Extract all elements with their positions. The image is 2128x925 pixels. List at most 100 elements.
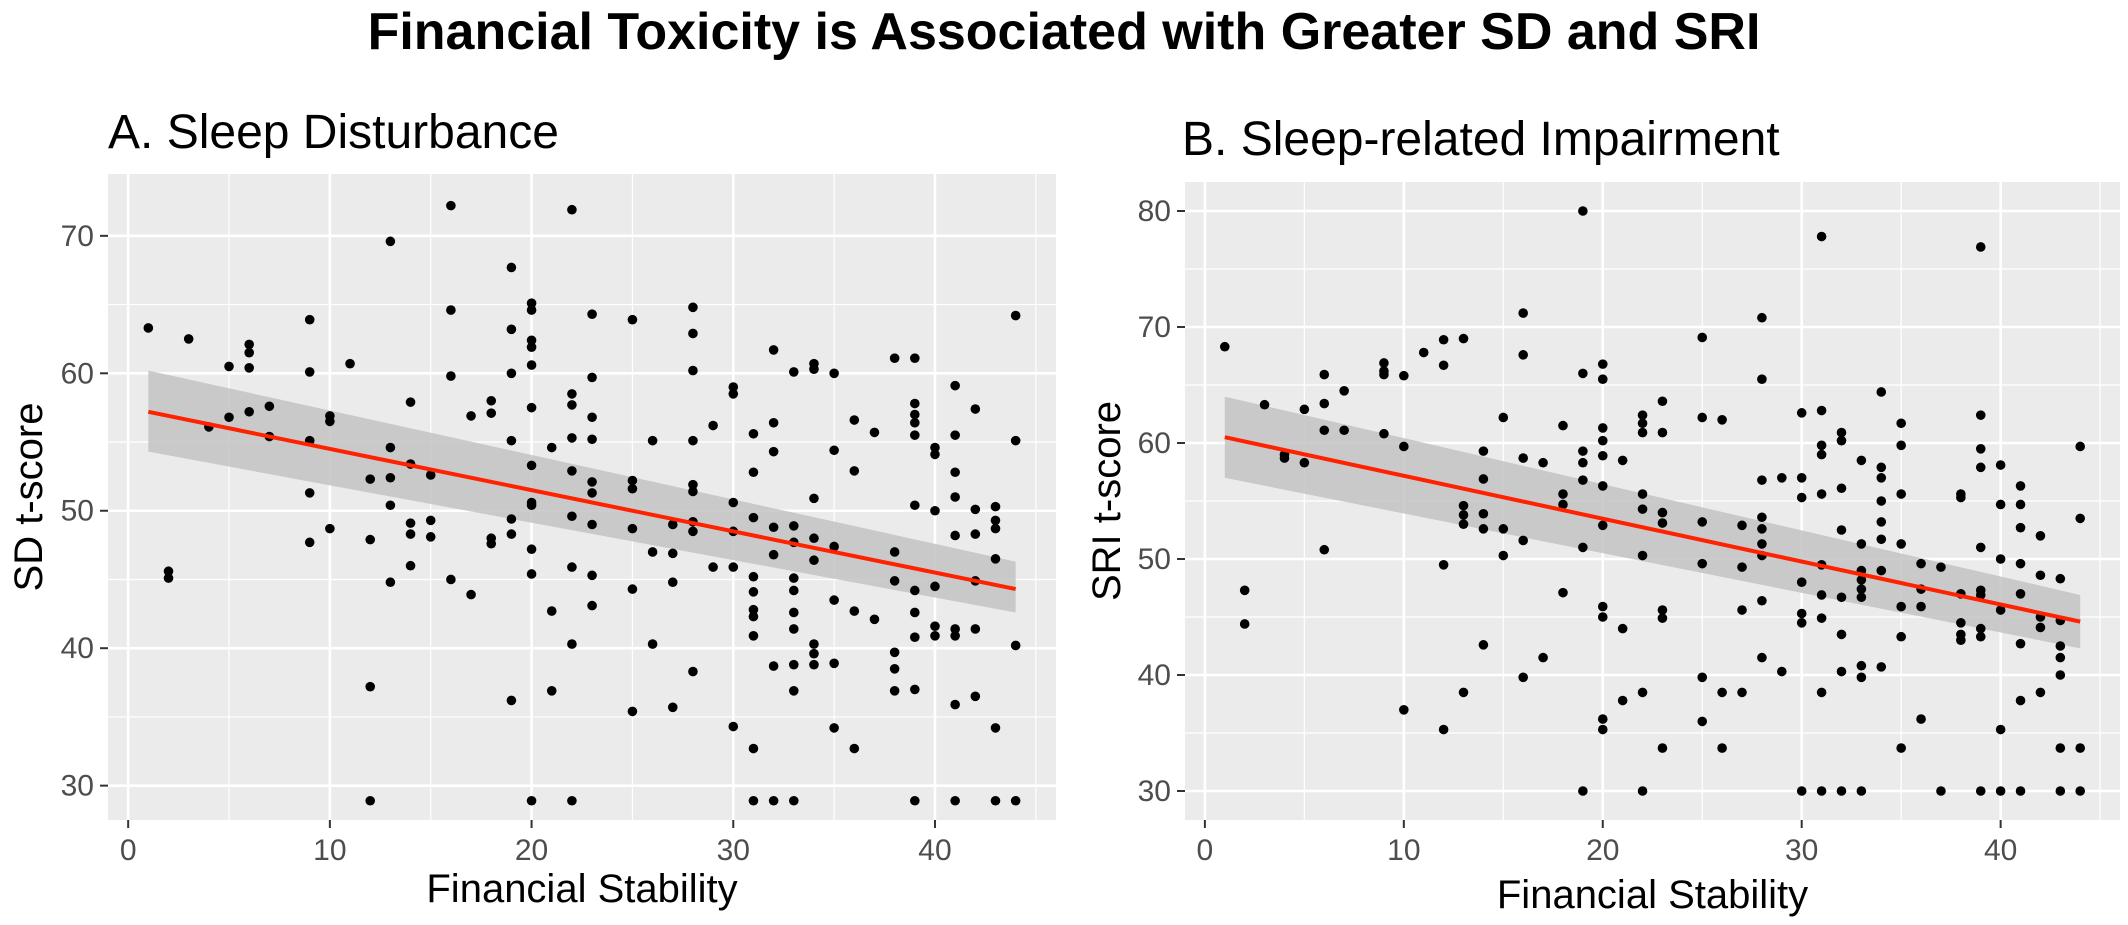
chart-b-point (1597, 435, 1608, 446)
chart-b-point (1339, 425, 1349, 436)
chart-b-point (1975, 462, 1986, 473)
chart-a-point (587, 412, 597, 423)
chart-a-point (587, 309, 597, 319)
chart-b-point (1975, 631, 1986, 642)
chart-b-point (1597, 359, 1608, 369)
chart-b-point (1796, 577, 1807, 587)
chart-b-point (1836, 786, 1847, 796)
chart-a-point (768, 661, 779, 671)
chart-a-point (526, 342, 537, 352)
chart-a-point (950, 624, 960, 634)
chart-a-point (970, 624, 981, 634)
chart-b-point (1637, 489, 1648, 499)
chart-a-point (950, 492, 960, 502)
chart-a-point (930, 505, 940, 516)
chart-a-point (325, 416, 335, 427)
chart-b-point (1478, 640, 1489, 650)
chart-b-point (1657, 743, 1668, 753)
chart-b-y-tick-label: 50 (1138, 543, 1171, 576)
chart-b-point (1637, 786, 1648, 796)
chart-b-point (2035, 570, 2046, 581)
chart-b-point (2015, 589, 2026, 599)
chart-b-point (1995, 724, 2006, 735)
chart-b-point (1637, 410, 1648, 420)
chart-a-point (647, 639, 658, 649)
chart-b-point (2055, 573, 2066, 584)
chart-b-point (1657, 507, 1668, 518)
chart-b-title: B. Sleep-related Impairment (1182, 113, 1780, 166)
chart-a-point (506, 514, 517, 524)
chart-b-point (1697, 412, 1708, 423)
chart-a-point (627, 314, 638, 325)
chart-b-point (1518, 308, 1528, 318)
chart-a-point (385, 472, 396, 483)
chart-b-point (1498, 524, 1509, 534)
chart-a-point (748, 795, 759, 806)
chart-a-point (264, 401, 275, 412)
chart-a-point (567, 466, 577, 476)
chart-b-point (1896, 539, 1906, 549)
chart-b-point (1438, 360, 1449, 371)
chart-b-point (1896, 743, 1906, 753)
chart-b-point (2015, 786, 2026, 796)
chart-a-point (910, 795, 920, 806)
chart-b-point (1299, 404, 1310, 415)
chart-b-point (1757, 524, 1767, 534)
chart-a: 0 10 20 30 40 30 40 50 60 70 A. Sleep Disturbance F… (7, 106, 1056, 911)
chart-b-point (1717, 687, 1727, 698)
chart-b-point (1876, 387, 1887, 397)
chart-b-point (1757, 374, 1767, 385)
chart-a-point (546, 606, 557, 616)
chart-a-point (809, 364, 819, 374)
chart-a-point (950, 380, 960, 391)
chart-b-point (1737, 687, 1747, 698)
chart-a-point (466, 411, 476, 421)
chart-b-point (1657, 613, 1668, 623)
chart-a-point (244, 363, 254, 373)
chart-b-point (2075, 441, 2086, 452)
chart-a-x-tick-label: 30 (717, 834, 750, 867)
chart-a-point (567, 795, 577, 806)
chart-a-point (809, 648, 819, 659)
chart-a-point (950, 530, 960, 541)
chart-b-point (1597, 724, 1608, 735)
chart-a-point (889, 647, 900, 658)
chart-b-point (1657, 427, 1668, 438)
chart-a-confidence-band (148, 370, 1016, 613)
chart-b-point (1518, 535, 1528, 546)
chart-a-point (546, 442, 557, 453)
chart-a-point (587, 519, 597, 530)
chart-b-point (1458, 333, 1469, 344)
chart-a-point (688, 666, 698, 677)
chart-a-point (446, 371, 456, 381)
chart-b-point (1916, 601, 1926, 612)
chart-b-point (1896, 631, 1906, 642)
chart-a-point (567, 433, 577, 443)
chart-b-point (1597, 423, 1608, 433)
chart-a-point (688, 479, 698, 490)
chart-b-point (1975, 623, 1986, 634)
chart-a-point (567, 639, 577, 649)
chart-b-point (1995, 499, 2006, 510)
chart-a-point (405, 529, 416, 539)
chart-a-point (385, 236, 396, 247)
chart-a-point (748, 743, 759, 754)
chart-b-point (1876, 517, 1887, 527)
chart-b-point (1717, 743, 1727, 753)
chart-a-point (526, 460, 537, 471)
chart-a-point (587, 372, 597, 383)
chart-a-point (990, 723, 1001, 733)
chart-a-point (768, 345, 779, 355)
chart-b-point (1538, 457, 1548, 468)
chart-b-point (1896, 418, 1906, 429)
chart-a-point (748, 428, 759, 439)
chart-a-point (688, 365, 698, 376)
chart-b-y-tick-label: 40 (1138, 659, 1171, 692)
chart-b-point (2035, 622, 2046, 633)
chart-a-point (627, 523, 638, 534)
chart-b-point (1816, 449, 1827, 460)
chart-a-x-tick-label: 0 (120, 834, 137, 867)
figure-title: Financial Toxicity is Associated with Gr… (367, 3, 1761, 61)
chart-a-point (587, 488, 597, 498)
